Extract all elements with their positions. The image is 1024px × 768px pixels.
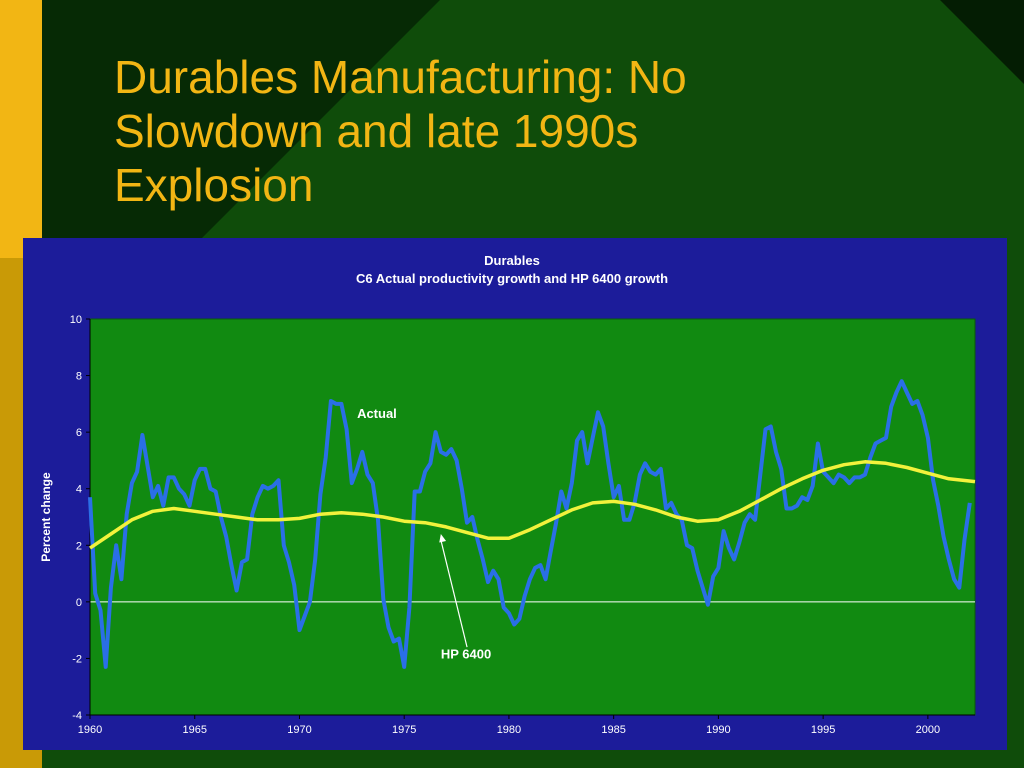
x-tick-label: 1995 [811, 724, 835, 736]
slide-title-line-3: Explosion [114, 159, 314, 211]
x-tick-label: 1985 [601, 724, 625, 736]
x-tick-label: 1965 [182, 724, 206, 736]
x-tick-label: 1960 [78, 724, 102, 736]
background-dark-corner-right [940, 0, 1024, 84]
annotation-hp-6400: HP 6400 [441, 646, 491, 661]
slide-title-line-1: Durables Manufacturing: No [114, 51, 687, 103]
y-axis-label: Percent change [39, 472, 53, 562]
y-tick-label: 4 [76, 484, 82, 496]
y-tick-label: -2 [72, 653, 82, 665]
y-tick-label: -4 [72, 710, 82, 722]
x-tick-label: 1990 [706, 724, 730, 736]
y-tick-label: 0 [76, 597, 82, 609]
chart-subtitle: C6 Actual productivity growth and HP 640… [356, 271, 668, 286]
annotation-hp-arrow [440, 539, 468, 648]
y-axis: -4 -2 0 2 4 6 8 10 [70, 314, 91, 722]
line-chart: Durables C6 Actual productivity growth a… [39, 253, 976, 736]
x-tick-label: 2000 [916, 724, 940, 736]
y-tick-label: 6 [76, 427, 82, 439]
series-hp-6400-line [89, 460, 976, 550]
chart-panel: Durables C6 Actual productivity growth a… [23, 238, 1007, 750]
x-tick-label: 1980 [497, 724, 521, 736]
annotation-actual: Actual [357, 406, 397, 421]
x-axis: 1960 1965 1970 1975 1980 1985 1990 1995 2000 [78, 714, 975, 736]
y-tick-label: 10 [70, 314, 82, 326]
chart-title: Durables [484, 253, 540, 268]
slide-title-line-2: Slowdown and late 1990s [114, 105, 639, 157]
y-tick-label: 2 [76, 540, 82, 552]
y-tick-label: 8 [76, 371, 82, 383]
annotation-hp-arrowhead [439, 533, 447, 543]
x-tick-label: 1970 [287, 724, 311, 736]
x-tick-label: 1975 [392, 724, 416, 736]
slide-title: Durables Manufacturing: No Slowdown and … [114, 50, 974, 212]
